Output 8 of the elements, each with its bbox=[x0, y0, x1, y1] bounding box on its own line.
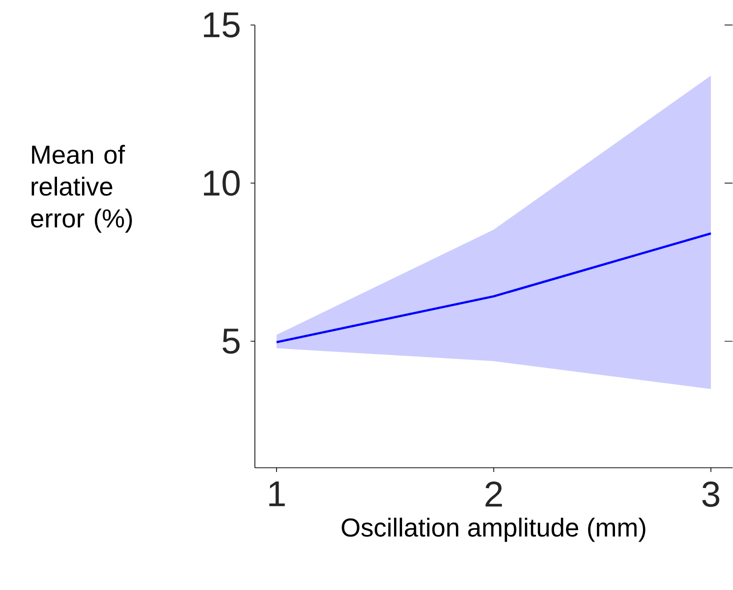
y-tick-label: 15 bbox=[204, 12, 240, 38]
x-axis-title: Oscillation amplitude (mm) bbox=[342, 518, 646, 542]
x-tick-label: 3 bbox=[702, 482, 720, 508]
y-tick-label: 10 bbox=[204, 170, 240, 196]
y-tick-label: 5 bbox=[222, 328, 240, 354]
y-axis-title: Mean of relative error (%) bbox=[31, 145, 132, 233]
x-tick-label: 2 bbox=[486, 482, 502, 507]
x-tick-label: 1 bbox=[269, 482, 285, 506]
